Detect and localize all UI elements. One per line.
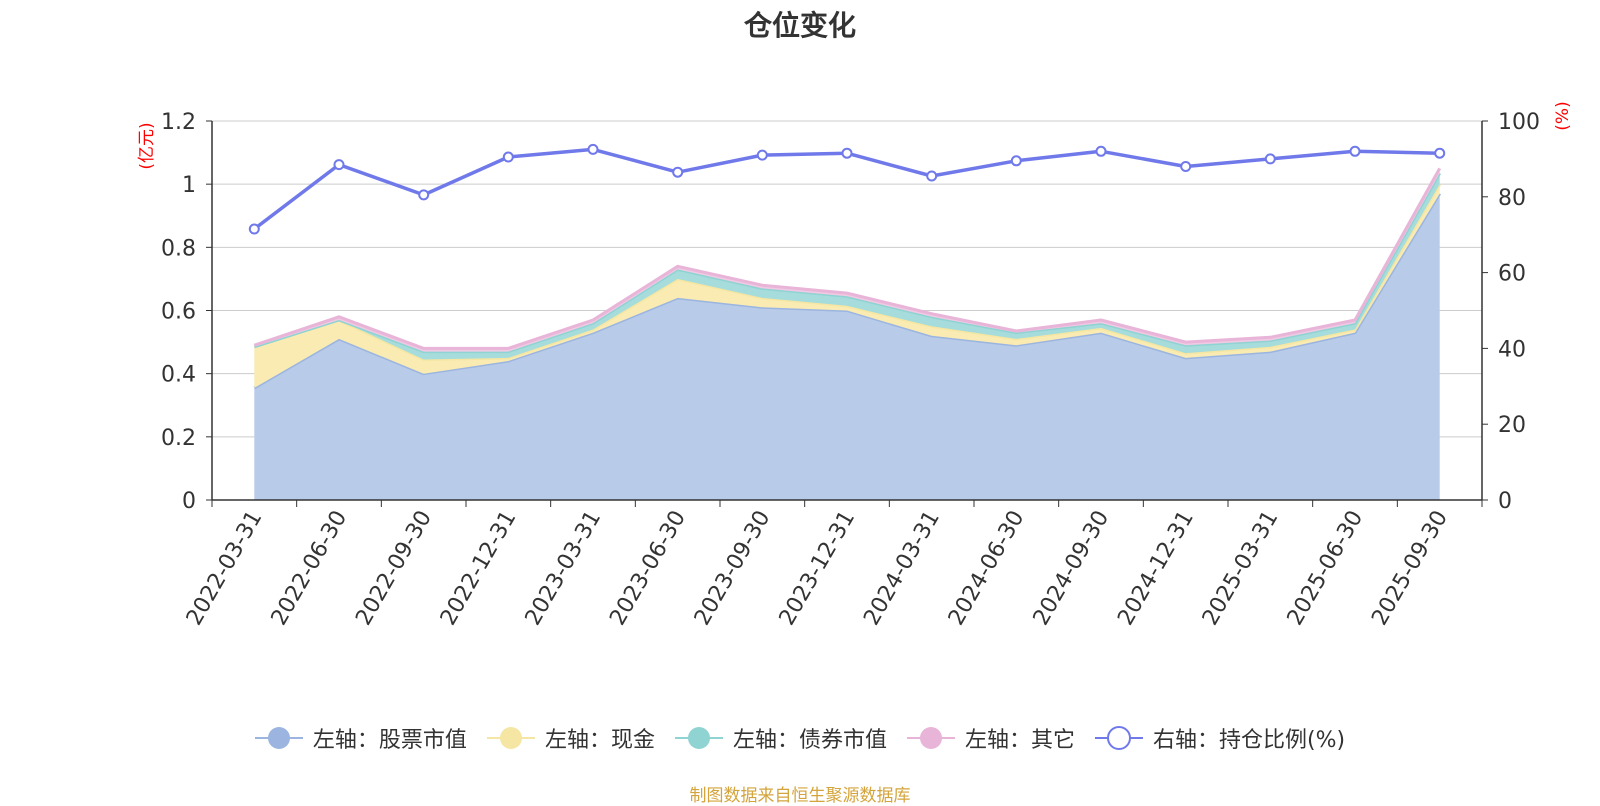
legend-item[interactable]: 右轴：持仓比例(%)	[1094, 722, 1346, 754]
chart-title: 仓位变化	[743, 9, 856, 42]
x-axis-tick-label: 2022-06-30	[267, 507, 353, 630]
right-axis-unit: (%)	[1553, 101, 1573, 130]
legend-symbol	[486, 727, 535, 749]
ratio-point	[502, 151, 514, 163]
legend-item[interactable]: 左轴：现金	[486, 722, 655, 754]
ratio-point	[333, 159, 345, 171]
x-axis-tick-label: 2024-09-30	[1029, 507, 1115, 630]
right-axis-tick-label: 40	[1498, 337, 1526, 362]
legend-symbol	[906, 727, 955, 749]
ratio-line-series	[248, 143, 1446, 235]
ratio-point	[926, 170, 938, 182]
legend-label: 右轴：持仓比例(%)	[1152, 728, 1346, 753]
x-axis-tick-label: 2023-06-30	[605, 507, 691, 630]
x-axis-tick-label: 2025-09-30	[1367, 507, 1453, 630]
ratio-point	[587, 143, 599, 155]
left-axis-tick-label: 0	[182, 489, 196, 514]
left-axis-unit: (亿元)	[137, 122, 157, 169]
left-axis-tick-label: 0.4	[161, 363, 196, 388]
data-source-note: 制图数据来自恒生聚源数据库	[689, 786, 911, 806]
legend-symbol	[1094, 726, 1143, 750]
ratio-point	[1349, 145, 1361, 157]
area-series	[253, 167, 1442, 500]
ratio-point	[1264, 153, 1276, 165]
legend-item[interactable]: 左轴：其它	[906, 722, 1075, 754]
area-0	[254, 193, 1440, 500]
legend-marker	[1106, 726, 1131, 750]
x-axis-tick-label: 2025-06-30	[1283, 507, 1369, 630]
legend-marker	[919, 727, 942, 749]
area-edge-3	[253, 167, 1442, 350]
legend-label: 左轴：其它	[964, 728, 1075, 753]
legend-symbol	[674, 727, 723, 749]
ratio-point	[418, 189, 430, 201]
legend-item[interactable]: 左轴：股票市值	[254, 722, 467, 754]
ratio-point	[1010, 155, 1022, 167]
right-axis-tick-label: 0	[1498, 489, 1512, 514]
x-axis-tick-label: 2022-03-31	[182, 507, 268, 630]
legend: 左轴：股票市值 左轴：现金 左轴：债券市值 左轴：其它 右轴：持仓比例(%)	[0, 722, 1600, 754]
x-axis-tick-label: 2022-12-31	[436, 507, 522, 630]
left-axis-tick-label: 0.6	[161, 300, 196, 325]
left-axis-tick-label: 1	[182, 173, 196, 198]
x-axis-tick-label: 2023-03-31	[521, 507, 607, 630]
x-axis-tick-label: 2024-12-31	[1113, 507, 1199, 630]
legend-symbol	[254, 727, 303, 749]
left-axis-tick-label: 0.8	[161, 236, 196, 261]
ratio-point	[1180, 161, 1192, 172]
ratio-point	[1095, 145, 1107, 157]
legend-item[interactable]: 左轴：债券市值	[674, 722, 887, 754]
x-axis-tick-label: 2023-09-30	[690, 507, 776, 630]
ratio-point	[1434, 147, 1446, 159]
legend-label: 左轴：股票市值	[312, 728, 467, 753]
right-axis-tick-label: 20	[1498, 413, 1526, 438]
legend-label: 左轴：现金	[544, 728, 655, 753]
left-axis-tick-label: 1.2	[161, 110, 196, 135]
left-axis-tick-label: 0.2	[161, 426, 196, 451]
x-axis-tick-label: 2025-03-31	[1198, 507, 1284, 630]
x-axis-tick-label: 2024-03-31	[859, 507, 945, 630]
legend-marker	[499, 727, 522, 749]
right-axis-tick-label: 60	[1498, 262, 1526, 287]
ratio-point	[841, 147, 853, 159]
legend-marker	[687, 727, 710, 749]
x-axis-tick-label: 2024-06-30	[944, 507, 1030, 630]
right-axis-tick-label: 100	[1498, 110, 1540, 135]
ratio-point	[248, 223, 260, 235]
ratio-point	[756, 149, 768, 161]
right-axis-tick-label: 80	[1498, 186, 1526, 211]
legend-marker	[267, 727, 290, 749]
x-axis-tick-label: 2022-09-30	[351, 507, 437, 630]
ratio-point	[672, 166, 684, 178]
x-axis-tick-label: 2023-12-31	[775, 507, 861, 630]
legend-label: 左轴：债券市值	[732, 728, 887, 753]
ratio-line	[253, 147, 1440, 231]
